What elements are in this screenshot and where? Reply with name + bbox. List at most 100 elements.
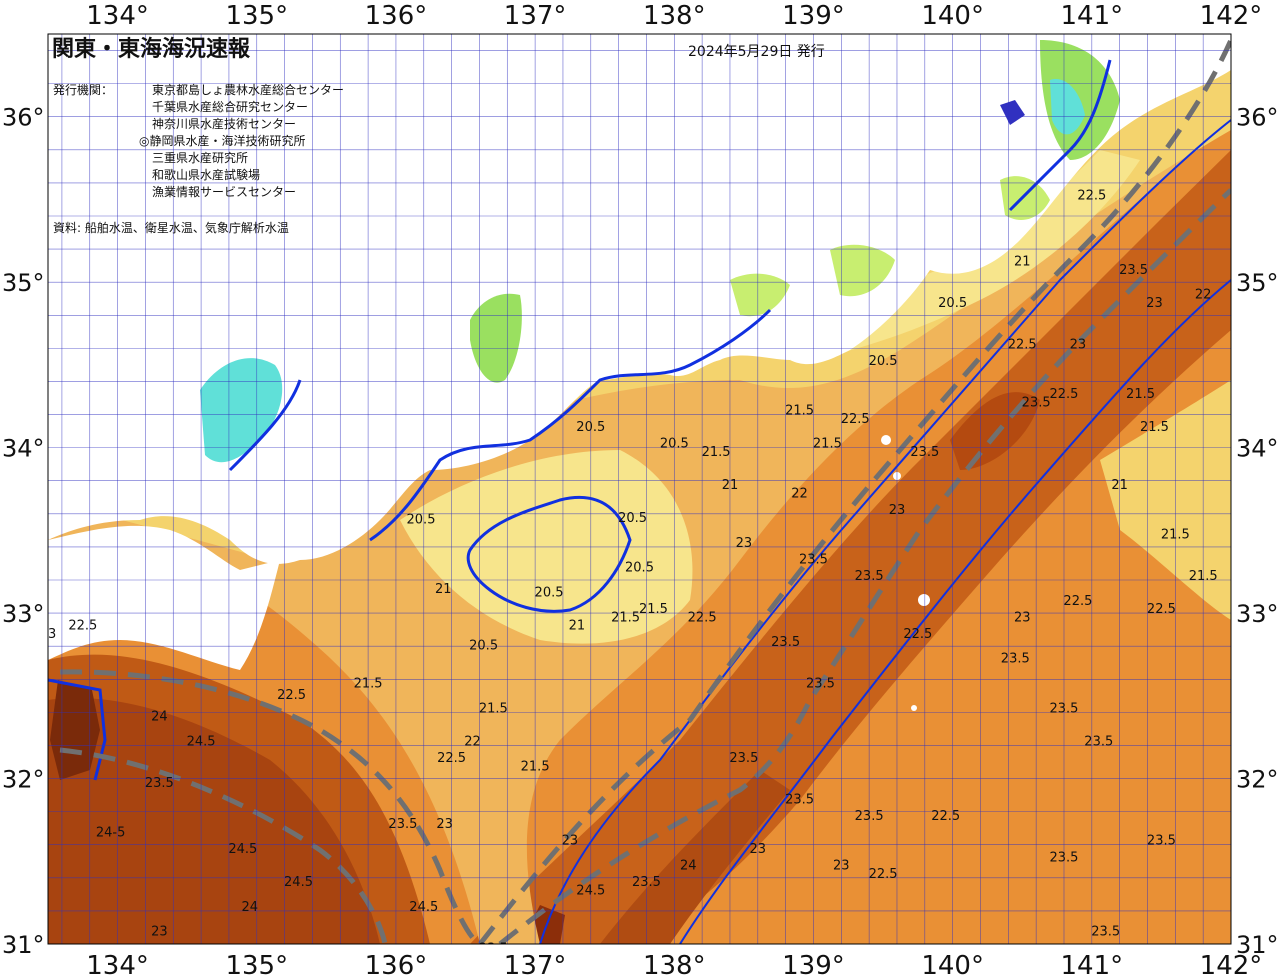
map-frame [47,33,1232,945]
isotherm-label: 21 [569,619,586,634]
isotherm-label: 24.5 [187,734,216,749]
isotherm-label: 21.5 [1161,528,1190,543]
longitude-label: 134° [86,951,149,980]
isotherm-label: 20.5 [869,354,898,369]
isotherm-20-west [48,678,107,781]
isotherm-label: 21.5 [639,602,668,617]
isotherm-label: 23.5 [1091,925,1120,940]
isotherm-label: 23 [1070,337,1087,352]
isotherm-label: 21.5 [521,759,550,774]
isotherm-kuroshio-north [539,119,1231,944]
isotherm-label: 22.5 [1147,602,1176,617]
latitude-label: 35° [1236,269,1279,297]
isotherm-label: 21.5 [479,701,508,716]
isotherm-label: 20.5 [407,513,436,528]
longitude-label: 138° [643,951,706,980]
isotherm-kuroshio-south [679,279,1231,944]
isotherm-label: 22.5 [841,412,870,427]
isotherm-label: 21.5 [702,445,731,460]
isotherm-label: 20.5 [625,561,654,576]
isotherm-label: 21.5 [1126,387,1155,402]
longitude-labels-bottom: 134° 135° 136° 137° 138° 139° 140° 141° 142° [86,951,1262,980]
mikawa-bay-cold-water [730,273,790,317]
island-miyake [918,594,930,606]
isotherm-label: 21.5 [354,677,383,692]
agency-label: 発行機関： [53,82,113,97]
isotherm-label: 20.5 [576,420,605,435]
land-izu-boso [790,270,930,365]
isotherm-label: 23 [750,842,767,857]
longitude-label: 140° [921,1,984,31]
isotherm-label: 22.5 [688,610,717,625]
island-oshima [881,435,891,445]
isotherm-label: 22.5 [1063,594,1092,609]
warm-water-region-southwest-core [48,698,380,944]
latitude-labels-left: 36° 35° 34° 33° 32° 31° [2,104,45,959]
isotherm-label: 23 [833,859,850,874]
isotherm-label: 23 [1014,610,1031,625]
isotherm-label: 22.5 [1050,387,1079,402]
isotherm-label: 23.5 [1050,850,1079,865]
longitude-label: 135° [225,1,288,31]
isotherm-label: 23.5 [1001,652,1030,667]
isotherm-label: 21 [1014,255,1031,270]
lake-biwa-area [1000,100,1025,125]
tokyo-bay-inner [1050,79,1085,135]
longitude-label: 139° [782,951,845,980]
agency-name: ◎静岡県水産・海洋技術研究所 [139,133,305,148]
isotherm-label: 21.5 [785,404,814,419]
isotherm-label: 23 [889,503,906,518]
graticule-grid [48,34,1231,944]
isotherm-label: 23.5 [632,875,661,890]
latitude-label: 35° [2,269,45,297]
isotherm-label: 23.5 [855,569,884,584]
isotherm-labels: 20.5 21 20.5 21.5 22.5 23 22.5 24 24.5 23.5 24-5 24… [40,188,1218,956]
latitude-label: 31° [2,931,45,959]
isotherm-label: 23 [736,536,753,551]
longitude-label: 142° [1200,951,1263,980]
longitude-label: 134° [86,1,149,31]
longitude-labels-top: 134° 135° 136° 137° 138° 139° 140° 141° 142° [86,1,1262,31]
isotherm-label: 21.5 [1189,569,1218,584]
map-plot-area: 20.5 21 20.5 21.5 22.5 23 22.5 24 24.5 23.5 24-5 24… [40,34,1231,956]
agency-name: 千葉県水産総合研究センター [152,99,308,114]
latitude-labels-right: 36° 35° 34° 33° 32° 31° [1236,104,1279,959]
kuroshio-warm-core [600,770,790,944]
isotherm-label: 23.5 [799,552,828,567]
isotherm-label: 23.5 [145,776,174,791]
agency-name: 和歌山県水産試験場 [152,167,260,182]
isotherm-label: 20.5 [535,586,564,601]
suruga-bay-cold-water [830,244,895,297]
isotherm-label: 24-5 [96,825,126,840]
isotherm-label: 22.5 [277,688,306,703]
latitude-label: 33° [1236,600,1279,628]
isotherm-label: 23.5 [771,635,800,650]
isotherm-label: 23.5 [479,941,508,956]
latitude-label: 31° [1236,931,1279,959]
kuroshio-axis-south [59,188,1231,944]
source-note: 資料: 船舶水温、衛星水温、気象庁解析水温 [53,220,289,235]
isotherm-label: 24 [242,900,259,915]
isotherm-label: 21.5 [1140,420,1169,435]
warm-water-eddy-west [50,680,100,780]
isotherm-label: 22.5 [869,867,898,882]
latitude-label: 34° [2,435,45,463]
longitude-label: 138° [643,1,706,31]
isotherm-label: 23.5 [1147,834,1176,849]
isotherm-label: 24.5 [576,883,605,898]
isotherm-label: 22 [1195,288,1212,303]
isotherm-label: 23 [562,834,579,849]
isotherm-label: 22 [464,734,481,749]
agency-name: 三重県水産研究所 [152,150,248,165]
land-shikoku [48,525,280,670]
island-hachijo [911,705,917,711]
isotherm-label: 23 [40,627,57,642]
latitude-label: 32° [2,766,45,794]
isotherm-label: 23 [1146,296,1163,311]
isotherm-label: 20.5 [469,638,498,653]
longitude-label: 137° [504,951,567,980]
isotherm-label: 24 [151,710,168,725]
isotherm-label: 23.5 [785,792,814,807]
